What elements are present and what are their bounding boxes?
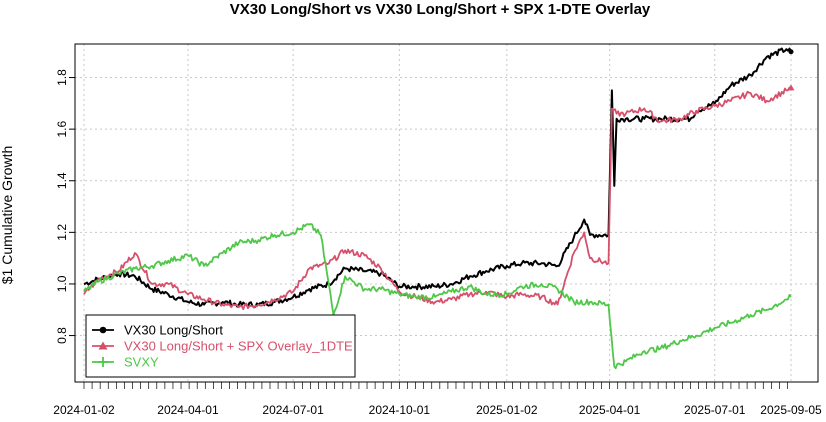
y-axis-label: $1 Cumulative Growth bbox=[0, 146, 15, 285]
y-tick-label: 1.4 bbox=[55, 172, 69, 189]
y-tick-label: 1.6 bbox=[55, 120, 69, 137]
x-tick-label: 2025-01-02 bbox=[476, 403, 538, 417]
legend-label: SVXY bbox=[124, 355, 159, 370]
chart-title: VX30 Long/Short vs VX30 Long/Short + SPX… bbox=[230, 1, 651, 18]
x-tick-label: 2024-04-01 bbox=[157, 403, 219, 417]
legend-label: VX30 Long/Short + SPX Overlay_1DTE bbox=[124, 339, 353, 354]
legend-triangle-marker bbox=[98, 341, 108, 350]
x-tick-label: 2025-04-01 bbox=[579, 403, 641, 417]
x-tick-label: 2024-07-01 bbox=[262, 403, 324, 417]
y-tick-label: 1.2 bbox=[55, 224, 69, 241]
legend-plus-marker bbox=[98, 357, 108, 367]
series-lines bbox=[83, 47, 795, 370]
y-tick-label: 1.8 bbox=[55, 69, 69, 86]
legend-box bbox=[85, 314, 356, 378]
y-tick-label: 1.0 bbox=[55, 275, 69, 292]
grid bbox=[75, 44, 818, 382]
legend-circle-marker bbox=[99, 326, 107, 334]
series-end-marker bbox=[787, 84, 795, 91]
series-line-2 bbox=[83, 86, 792, 311]
legend-label: VX30 Long/Short bbox=[124, 323, 223, 338]
series-line-1 bbox=[83, 47, 792, 309]
x-tick-label: 2025-07-01 bbox=[684, 403, 746, 417]
y-tick-label: 0.8 bbox=[55, 327, 69, 344]
x-tick-label: 2024-10-01 bbox=[369, 403, 431, 417]
plot-frame bbox=[74, 43, 819, 383]
series-line-3 bbox=[83, 223, 792, 370]
x-tick-label: 2025-09-05 bbox=[760, 403, 822, 417]
series-end-marker bbox=[788, 49, 794, 55]
axes: 0.8 1.0 1.2 1.4 1.6 1.8 2024-01-02 2024-04-01 20… bbox=[53, 69, 822, 417]
x-tick-label: 2024-01-02 bbox=[53, 403, 115, 417]
